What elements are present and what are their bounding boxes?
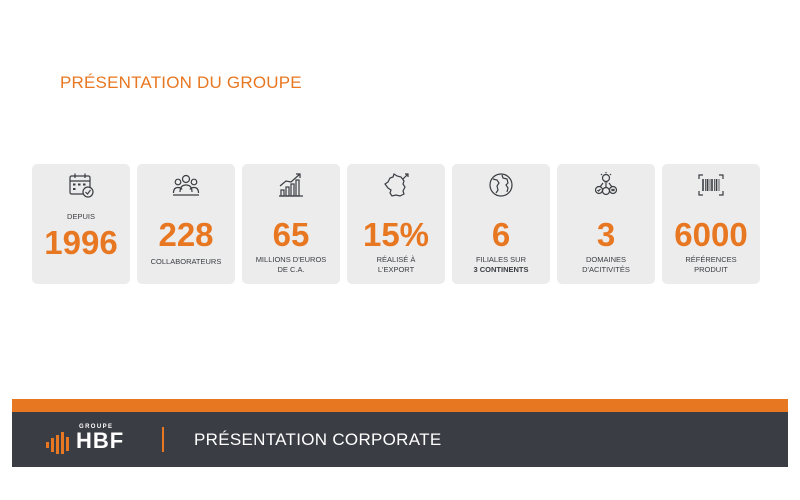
page-title: PRÉSENTATION DU GROUPE: [60, 73, 302, 92]
stat-number: 15%: [362, 216, 430, 253]
stat-number: 65: [272, 216, 310, 253]
stat-card-revenue: 65 MILLIONS D'EUROS DE C.A.: [242, 164, 340, 284]
lightbulb-icon: [557, 170, 655, 200]
stat-label: DEPUIS: [67, 212, 95, 221]
stat-label: DOMAINES D'ACITIVITÉS: [559, 255, 653, 275]
stat-label-line2: L'EXPORT: [377, 265, 415, 274]
footer-title: PRÉSENTATION CORPORATE: [194, 430, 442, 449]
logo-groupe-text: GROUPE: [79, 424, 114, 430]
stat-label: FILIALES SUR 3 CONTINENTS: [454, 255, 548, 275]
barcode-icon: [662, 170, 760, 200]
stat-label: RÉFÉRENCES PRODUIT: [664, 255, 758, 275]
globe-icon: [452, 170, 550, 200]
stat-label-line1: DOMAINES: [585, 255, 626, 264]
stat-label-line2: DE C.A.: [277, 265, 305, 274]
stat-label: RÉALISÉ À L'EXPORT: [349, 255, 443, 275]
france-map-icon: [347, 170, 445, 200]
calendar-icon: [32, 170, 130, 200]
logo-hbf-text: HBF: [76, 428, 125, 453]
team-icon: [137, 170, 235, 200]
stat-card-since: DEPUIS 1996: [32, 164, 130, 284]
stat-label-line2: PRODUIT: [694, 265, 728, 274]
stat-label-line1: RÉFÉRENCES: [685, 255, 737, 264]
stat-label: COLLABORATEURS: [150, 257, 222, 266]
footer-divider: [162, 427, 164, 452]
stat-card-products: 6000 RÉFÉRENCES PRODUIT: [662, 164, 760, 284]
stat-label-line1: FILIALES SUR: [475, 255, 527, 264]
stat-card-domains: 3 DOMAINES D'ACITIVITÉS: [557, 164, 655, 284]
hbf-logo: GROUPE HBF: [46, 424, 146, 458]
footer: GROUPE HBF PRÉSENTATION CORPORATE: [12, 412, 788, 467]
logo-bars-icon: [46, 432, 69, 454]
growth-chart-icon: [242, 170, 340, 200]
stat-number: 6: [491, 216, 511, 253]
stat-card-employees: 228 COLLABORATEURS: [137, 164, 235, 284]
stat-label-line2: D'ACITIVITÉS: [582, 265, 630, 274]
stats-cards: DEPUIS 1996 228 COLLABORATEURS: [32, 164, 760, 284]
stat-card-subsidiaries: 6 FILIALES SUR 3 CONTINENTS: [452, 164, 550, 284]
stat-card-export: 15% RÉALISÉ À L'EXPORT: [347, 164, 445, 284]
stat-number: 3: [596, 216, 616, 253]
stat-label: MILLIONS D'EUROS DE C.A.: [244, 255, 338, 275]
stat-number: 6000: [674, 216, 748, 253]
stat-label-line1: MILLIONS D'EUROS: [255, 255, 327, 264]
footer-accent-bar: [12, 399, 788, 412]
stat-label-line1: RÉALISÉ À: [376, 255, 416, 264]
stat-label-line2: 3 CONTINENTS: [473, 265, 529, 274]
stat-number: 1996: [44, 224, 118, 261]
stat-number: 228: [158, 216, 214, 253]
